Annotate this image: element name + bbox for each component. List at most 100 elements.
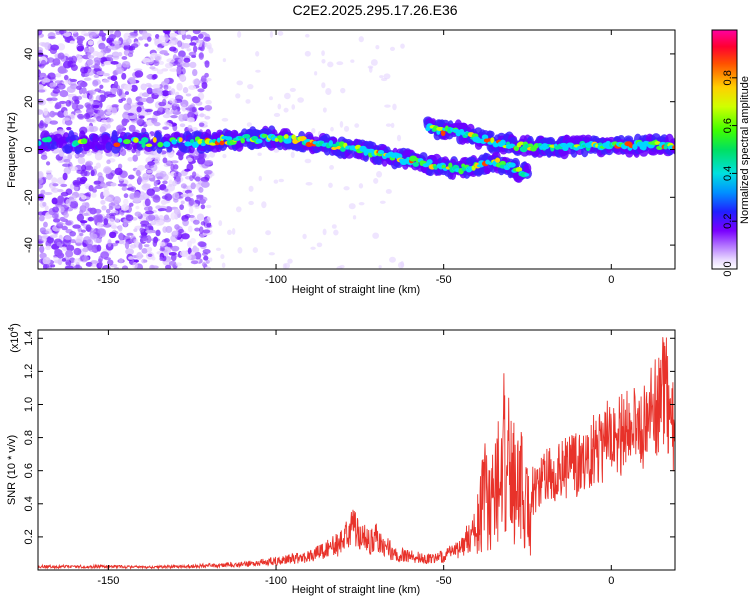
- spectrogram-noise-blob: [128, 46, 134, 51]
- spectrogram-noise-blob: [189, 237, 196, 244]
- spectrogram-noise-blob: [186, 253, 192, 261]
- spectrogram-noise-blob: [146, 188, 156, 197]
- spectrogram-noise-blob: [52, 206, 60, 213]
- spectrogram-noise-blob: [107, 93, 117, 98]
- spectrogram-y-tick-label: -40: [23, 237, 35, 253]
- spectrogram-noise-blob: [200, 75, 207, 83]
- spectrogram-noise-blob: [98, 42, 106, 50]
- spectrogram-noise-blob: [370, 59, 378, 66]
- spectrogram-noise-blob: [255, 51, 260, 57]
- spectrogram-noise-blob: [161, 90, 170, 97]
- spectrogram-noise-blob: [73, 247, 82, 256]
- spectrogram-noise-blob: [310, 246, 316, 250]
- spectrogram-noise-blob: [139, 227, 145, 233]
- colorbar-tick-label: 0.6: [722, 118, 734, 133]
- spectrogram-noise-blob: [145, 215, 154, 222]
- spectrogram-noise-blob: [140, 237, 149, 242]
- spectrogram-noise-blob: [176, 67, 182, 75]
- spectrogram-noise-blob: [106, 104, 113, 112]
- spectrogram-noise-blob: [83, 113, 91, 120]
- spectrogram-noise-blob: [111, 104, 119, 108]
- spectrogram-noise-blob: [135, 169, 141, 177]
- spectrogram-noise-blob: [150, 194, 160, 199]
- spectrogram-noise-blob: [127, 174, 135, 180]
- spectrogram-noise-blob: [192, 68, 198, 77]
- spectrogram-ridge-core: [81, 138, 88, 145]
- spectrogram-noise-blob: [88, 94, 94, 102]
- spectrogram-noise-blob: [175, 262, 182, 267]
- snr-y-tick-label: 0.2: [23, 529, 35, 544]
- spectrogram-noise-blob: [145, 210, 154, 215]
- spectrogram-noise-blob: [111, 46, 119, 51]
- spectrogram-noise-blob: [197, 180, 205, 185]
- spectrogram-noise-blob: [38, 109, 44, 115]
- spectrogram-y-tick-label: -20: [23, 189, 35, 205]
- spectrogram-noise-blob: [111, 107, 118, 116]
- spectrogram-noise-blob: [62, 172, 68, 181]
- spectrogram-noise-blob: [63, 74, 69, 81]
- spectrogram-noise-blob: [121, 72, 127, 80]
- spectrogram-noise-blob: [247, 83, 254, 90]
- spectrogram-noise-blob: [127, 35, 137, 39]
- spectrogram-noise-blob: [81, 87, 87, 95]
- spectrogram-noise-blob: [191, 246, 200, 253]
- spectrogram-noise-blob: [46, 173, 54, 179]
- spectrogram-noise-blob: [203, 255, 209, 261]
- spectrogram-noise-blob: [277, 103, 282, 110]
- spectrogram-noise-blob: [191, 171, 197, 178]
- snr-series-line: [38, 337, 675, 570]
- spectrogram-noise-blob: [198, 52, 204, 60]
- spectrogram-noise-blob: [56, 221, 64, 226]
- spectrogram-noise-blob: [311, 127, 316, 134]
- spectrogram-ridge-core: [433, 165, 438, 170]
- snr-y-tick-label: 0.8: [23, 430, 35, 445]
- spectrogram-noise-blob: [104, 196, 112, 202]
- spectrogram-ridge-core: [141, 141, 146, 148]
- spectrogram-noise-blob: [327, 61, 334, 68]
- spectrogram-noise-blob: [153, 236, 159, 244]
- spectrogram-noise-blob: [127, 157, 134, 162]
- spectrogram-noise-blob: [93, 57, 102, 63]
- spectrogram-ridge-core: [45, 136, 52, 143]
- spectrogram-noise-blob: [50, 44, 59, 51]
- spectrogram-ridge-core: [163, 141, 171, 148]
- spectrogram-noise-blob: [40, 59, 47, 67]
- spectrogram-noise-blob: [99, 84, 104, 90]
- spectrogram-noise-blob: [385, 123, 392, 127]
- spectrogram-noise-blob: [193, 45, 198, 53]
- spectrogram-noise-blob: [321, 50, 325, 57]
- spectrogram-ridge-core: [412, 161, 419, 167]
- spectrogram-noise-blob: [383, 73, 391, 80]
- spectrogram-noise-blob: [252, 247, 258, 254]
- spectrogram-noise-blob: [204, 115, 211, 120]
- spectrogram-ridge-core: [632, 143, 638, 150]
- spectrogram-noise-blob: [277, 31, 284, 36]
- spectrogram-noise-blob: [190, 182, 196, 190]
- spectrogram-noise-blob: [135, 152, 141, 157]
- spectrogram-noise-blob: [331, 224, 337, 229]
- spectrogram-noise-blob: [339, 120, 344, 128]
- spectrogram-noise-blob: [84, 165, 94, 171]
- snr-y-scale-suffix: ): [9, 323, 21, 327]
- spectrogram-noise-blob: [192, 127, 198, 131]
- spectrogram-noise-blob: [82, 247, 89, 253]
- spectrogram-noise-blob: [227, 229, 233, 236]
- spectrogram-noise-blob: [170, 212, 176, 220]
- snr-x-tick-label: -100: [265, 575, 287, 587]
- spectrogram-noise-blob: [197, 33, 204, 39]
- spectrogram-noise-blob: [75, 110, 82, 114]
- spectrogram-ridge-core: [507, 162, 516, 168]
- snr-y-tick-label: 0.4: [23, 496, 35, 511]
- spectrogram-noise-blob: [65, 265, 74, 269]
- spectrogram-noise-blob: [194, 39, 204, 44]
- spectrogram-noise-blob: [154, 219, 164, 225]
- spectrogram-noise-blob: [194, 111, 199, 115]
- spectrogram-noise-blob: [112, 205, 121, 209]
- spectrogram-noise-blob: [396, 134, 402, 142]
- colorbar-label: Normalized spectral amplitude: [739, 76, 750, 224]
- spectrogram-noise-blob: [80, 81, 88, 88]
- spectrogram-noise-blob: [66, 86, 76, 93]
- spectrogram-ridge-core: [240, 137, 245, 144]
- spectrogram-noise-blob: [162, 126, 168, 130]
